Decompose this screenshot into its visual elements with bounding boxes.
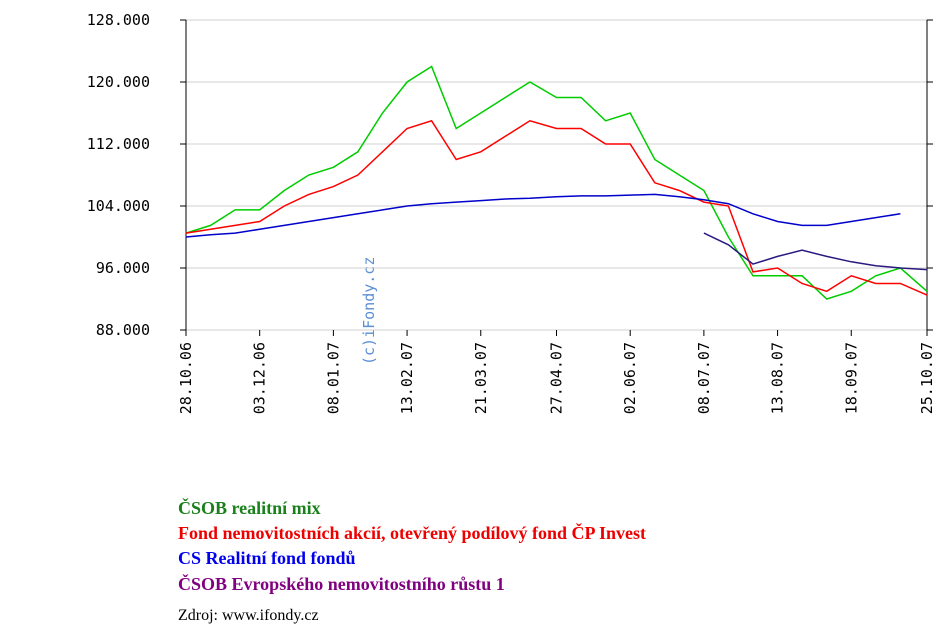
series-line bbox=[185, 193, 901, 238]
x-tick-label: 13.08.07 bbox=[769, 342, 787, 414]
y-tick-label: 112.000 bbox=[87, 135, 150, 153]
y-tick-label: 120.000 bbox=[87, 73, 150, 91]
legend-item: ČSOB realitní mix bbox=[178, 497, 321, 518]
y-tick-label: 88.000 bbox=[96, 321, 150, 339]
x-tick-label: 28.10.06 bbox=[177, 342, 195, 414]
x-tick-label: 27.04.07 bbox=[548, 342, 566, 414]
series-line bbox=[185, 119, 928, 296]
y-tick-label: 96.000 bbox=[96, 259, 150, 277]
x-tick-label: 08.07.07 bbox=[695, 342, 713, 414]
x-tick-label: 03.12.06 bbox=[251, 342, 269, 414]
watermark: (c)iFondy.cz bbox=[360, 257, 378, 365]
x-tick-label: 25.10.07 bbox=[918, 342, 936, 414]
legend-item: ČSOB Evropského nemovitostního růstu 1 bbox=[178, 573, 505, 594]
source: Zdroj: www.ifondy.cz bbox=[178, 607, 319, 624]
series-line bbox=[185, 65, 928, 300]
y-tick-label: 104.000 bbox=[87, 197, 150, 215]
x-tick-label: 21.03.07 bbox=[472, 342, 490, 414]
y-tick-label: 128.000 bbox=[87, 11, 150, 29]
series-line bbox=[703, 232, 928, 271]
legend-item: Fond nemovitostních akcií, otevřený podí… bbox=[178, 522, 646, 543]
x-tick-label: 02.06.07 bbox=[621, 342, 639, 414]
x-tick-label: 18.09.07 bbox=[842, 342, 860, 414]
legend-item: CS Realitní fond fondů bbox=[178, 548, 356, 568]
x-tick-label: 13.02.07 bbox=[398, 342, 416, 414]
x-tick-label: 08.01.07 bbox=[324, 342, 342, 414]
